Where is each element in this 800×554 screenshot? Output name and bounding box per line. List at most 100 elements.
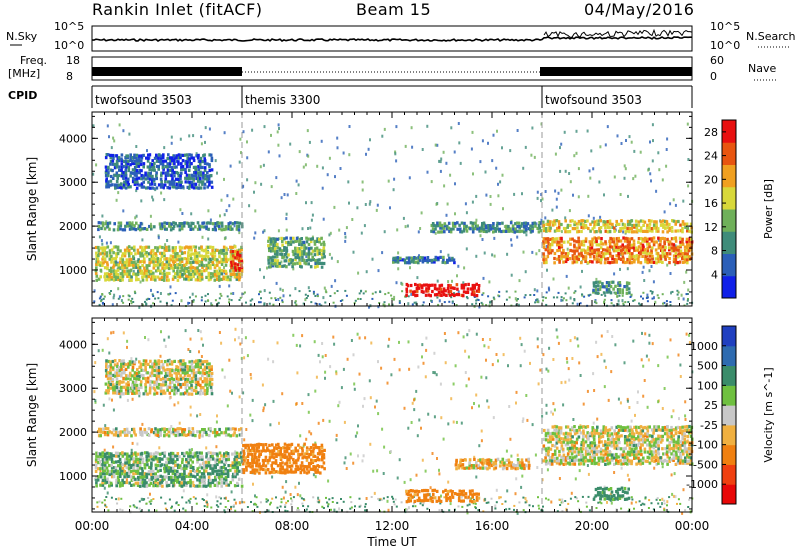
power-cell <box>416 276 419 280</box>
power-cell <box>229 272 233 276</box>
power-cell <box>548 248 552 252</box>
power-cell <box>625 287 629 291</box>
power-cell <box>312 292 315 295</box>
power-cell <box>547 286 550 290</box>
velocity-cell <box>398 458 401 462</box>
power-cell <box>132 256 136 261</box>
power-cell <box>573 299 576 302</box>
velocity-cell <box>231 478 235 482</box>
power-cell <box>676 255 680 259</box>
power-cell <box>148 153 152 157</box>
power-cell <box>240 151 242 155</box>
power-cell <box>672 198 675 202</box>
power-cell <box>120 162 124 166</box>
velocity-cell <box>234 338 236 342</box>
power-cell <box>204 140 206 144</box>
power-cell <box>143 269 147 273</box>
power-cell <box>632 239 636 243</box>
velocity-cell <box>211 469 214 473</box>
power-cell <box>336 290 339 292</box>
power-cell <box>150 227 153 231</box>
power-cell <box>140 159 143 163</box>
power-cell <box>329 231 332 235</box>
power-cell <box>557 225 561 229</box>
power-cell <box>512 227 515 231</box>
velocity-cell <box>264 403 267 407</box>
power-cell <box>174 258 178 262</box>
power-cell <box>637 260 640 264</box>
power-cell <box>316 164 319 168</box>
velocity-cell <box>203 469 206 473</box>
power-cell <box>179 137 182 141</box>
power-cell <box>109 162 112 166</box>
power-cell <box>220 248 223 253</box>
velocity-cell <box>328 419 331 423</box>
power-cell <box>431 222 435 226</box>
power-cell <box>654 248 658 252</box>
velocity-cell <box>149 455 153 459</box>
power-cell <box>174 292 177 295</box>
power-cell <box>110 271 113 275</box>
power-cell <box>514 222 517 226</box>
power-cell <box>651 297 654 300</box>
power-cell <box>637 228 640 233</box>
power-cell <box>585 225 588 229</box>
power-cell <box>583 295 586 298</box>
power-cell <box>564 169 567 173</box>
power-cell <box>182 224 186 228</box>
power-cell <box>626 223 630 227</box>
power-cell <box>178 222 181 226</box>
velocity-cell <box>433 351 436 355</box>
velocity-cell <box>635 501 638 504</box>
power-cell <box>591 227 595 231</box>
power-cell <box>557 245 561 249</box>
power-cell <box>142 174 146 178</box>
power-cell <box>179 186 183 190</box>
power-cell <box>198 275 201 279</box>
velocity-cell <box>509 437 512 441</box>
power-cell <box>143 248 146 252</box>
velocity-cell <box>187 461 190 465</box>
power-cell <box>127 185 130 189</box>
power-cell <box>157 236 160 240</box>
power-cell <box>647 219 651 223</box>
power-cell <box>681 242 685 246</box>
power-cell <box>619 193 622 196</box>
power-cell <box>205 268 208 272</box>
power-cell <box>120 174 124 178</box>
power-cell <box>569 296 572 300</box>
power-cell <box>174 252 177 256</box>
power-cell <box>314 258 317 263</box>
power-cell <box>329 295 332 297</box>
power-cell <box>119 260 122 264</box>
power-cell <box>175 171 179 175</box>
velocity-cell <box>230 490 233 494</box>
velocity-cell <box>173 403 176 407</box>
power-cell <box>189 227 192 231</box>
velocity-cell <box>386 499 389 503</box>
power-cell <box>432 230 436 234</box>
power-cell <box>575 240 579 244</box>
power-cell <box>656 251 660 256</box>
velocity-cell <box>200 355 203 358</box>
power-cell <box>577 219 581 224</box>
power-cell <box>169 159 172 163</box>
power-cell <box>189 260 192 265</box>
power-cell <box>675 261 678 265</box>
power-cell <box>306 129 309 133</box>
power-cell <box>298 261 302 266</box>
power-cell <box>442 255 445 259</box>
power-cell <box>603 193 605 197</box>
velocity-cell <box>159 464 162 468</box>
velocity-cell <box>152 480 156 485</box>
power-cell <box>146 159 150 163</box>
velocity-cell <box>607 398 610 402</box>
power-cell <box>568 209 571 213</box>
velocity-cell <box>505 508 508 511</box>
power-cell <box>126 246 129 250</box>
power-cell <box>309 265 313 269</box>
power-cell <box>525 224 528 228</box>
power-cell <box>183 257 187 261</box>
velocity-cell <box>614 343 617 347</box>
